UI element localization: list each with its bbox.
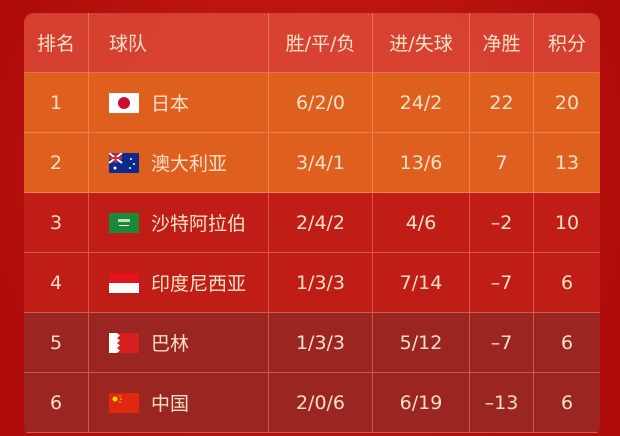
indonesia-flag-icon	[109, 272, 139, 293]
china-flag-icon	[109, 392, 139, 413]
team-cell: 澳大利亚	[89, 133, 269, 192]
japan-flag-icon	[109, 92, 139, 113]
goals-for-against: 6/19	[373, 373, 470, 432]
rank: 2	[24, 133, 89, 192]
points: 13	[554, 151, 580, 174]
saudi-arabia-flag-icon	[109, 212, 139, 233]
goals-for-against: 24/2	[373, 73, 470, 132]
points: 6	[560, 391, 574, 414]
team-cell: 中国	[89, 373, 269, 432]
win-draw-loss: 1/3/3	[269, 313, 373, 372]
australia-flag-icon	[108, 151, 139, 173]
points: 6	[560, 331, 574, 354]
header-wdl: 胜/平/负	[269, 13, 373, 72]
goal-difference: –13	[470, 373, 534, 432]
goal-difference: –7	[470, 253, 534, 312]
goals-for-against: 7/14	[373, 253, 470, 312]
goals-for-against: 4/6	[373, 193, 470, 252]
header-goals: 进/失球	[373, 13, 470, 72]
team-cell: 印度尼西亚	[89, 253, 269, 312]
rank: 5	[24, 313, 89, 372]
team-cell: 沙特阿拉伯	[89, 193, 269, 252]
goal-difference: –7	[470, 313, 534, 372]
points: 20	[554, 91, 580, 114]
header-team: 球队	[89, 13, 269, 72]
goals-for-against: 13/6	[373, 133, 470, 192]
goal-difference: –2	[470, 193, 534, 252]
goal-difference: 7	[470, 133, 534, 192]
rank: 1	[24, 73, 89, 132]
goal-difference: 22	[470, 73, 534, 132]
win-draw-loss: 2/4/2	[269, 193, 373, 252]
team-name: 沙特阿拉伯	[151, 213, 247, 235]
win-draw-loss: 1/3/3	[269, 253, 373, 312]
team-name: 中国	[151, 393, 190, 415]
win-draw-loss: 2/0/6	[269, 373, 373, 432]
table-row: 1 日本 6/2/0 24/2 22 20	[24, 73, 600, 133]
team-name: 澳大利亚	[151, 153, 228, 175]
points: 10	[554, 211, 580, 234]
table-row: 5 巴林 1/3/3 5/12 –7 6	[24, 313, 600, 373]
table-row: 6 中国 2/0/6 6/19 –13 6	[24, 373, 600, 433]
table-row: 2 澳大利亚 3/4/1 13/6 7 13	[24, 133, 600, 193]
team-name: 巴林	[151, 333, 190, 355]
team-cell: 日本	[89, 73, 269, 132]
standings-table: 排名 球队 胜/平/负 进/失球 净胜 积分 1 日本 6/2/0 24/2 22 20 2…	[24, 13, 600, 436]
rank: 3	[24, 193, 89, 252]
win-draw-loss: 6/2/0	[269, 73, 373, 132]
team-name: 日本	[151, 93, 190, 115]
header-pts: 积分	[547, 33, 586, 55]
team-name: 印度尼西亚	[151, 273, 247, 295]
rank: 6	[24, 373, 89, 432]
table-header: 排名 球队 胜/平/负 进/失球 净胜 积分	[24, 13, 600, 73]
points: 6	[560, 271, 574, 294]
header-rank: 排名	[24, 13, 89, 72]
bahrain-flag-icon	[109, 332, 139, 353]
team-cell: 巴林	[89, 313, 269, 372]
table-row: 4 印度尼西亚 1/3/3 7/14 –7 6	[24, 253, 600, 313]
table-row: 3 沙特阿拉伯 2/4/2 4/6 –2 10	[24, 193, 600, 253]
win-draw-loss: 3/4/1	[269, 133, 373, 192]
header-gd: 净胜	[470, 13, 534, 72]
rank: 4	[24, 253, 89, 312]
goals-for-against: 5/12	[373, 313, 470, 372]
